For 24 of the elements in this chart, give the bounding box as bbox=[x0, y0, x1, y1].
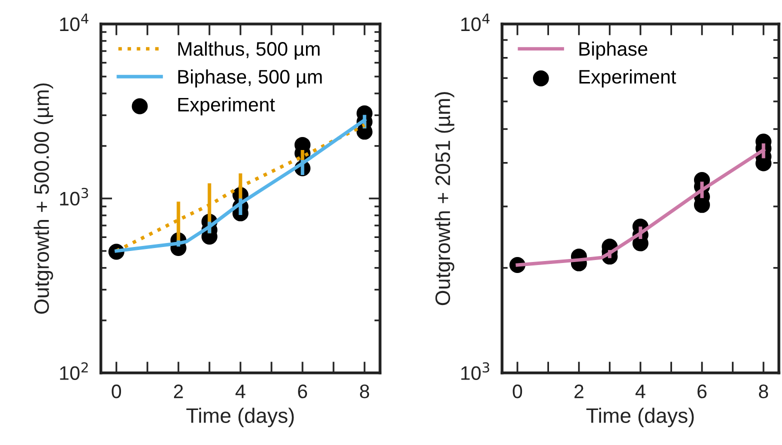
x-tick-label: 8 bbox=[360, 384, 370, 398]
y-tick-label: 10$^{3}$ bbox=[461, 362, 490, 380]
x-tick-label: 6 bbox=[298, 384, 308, 398]
legend-label: Biphase bbox=[579, 42, 648, 60]
legend-label: Experiment bbox=[178, 97, 275, 116]
x-tick-label: 6 bbox=[698, 384, 707, 398]
x-tick-label: 4 bbox=[236, 384, 246, 398]
legend-label: Malthus, 500 µm bbox=[178, 42, 320, 60]
x-tick-label: 8 bbox=[758, 384, 768, 398]
y-tick-label: 10$^{4}$ bbox=[461, 14, 490, 32]
legend-label: Biphase, 500 µm bbox=[178, 69, 322, 88]
x-tick-label: 0 bbox=[112, 384, 122, 398]
legend-label: Experiment bbox=[579, 69, 676, 88]
y-tick-label: 10$^{3}$ bbox=[60, 188, 88, 206]
y-axis-title: Outgrowth + 2051 (µm) bbox=[434, 92, 454, 306]
x-axis-title: Time (days) bbox=[186, 408, 294, 428]
y-tick-label: 10$^{2}$ bbox=[60, 362, 88, 380]
x-tick-label: 4 bbox=[636, 384, 646, 398]
y-tick-label: 10$^{4}$ bbox=[60, 14, 88, 32]
x-tick-label: 2 bbox=[574, 384, 584, 398]
x-tick-label: 0 bbox=[512, 384, 522, 398]
x-axis-title: Time (days) bbox=[586, 408, 694, 428]
x-tick-label: 2 bbox=[174, 384, 183, 398]
y-axis-title: Outgrowth + 500.00 (µm) bbox=[34, 83, 54, 314]
